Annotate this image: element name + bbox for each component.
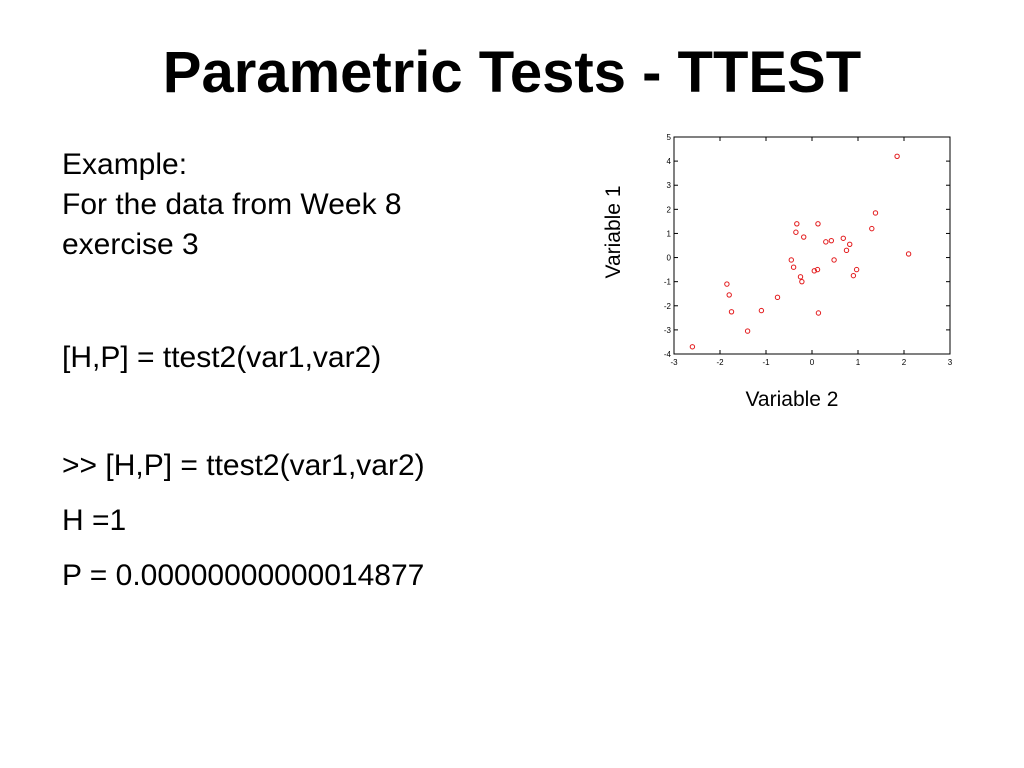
- output-h-line: H =1: [62, 504, 127, 537]
- y-tick-label: 3: [667, 181, 672, 190]
- x-tick-label: 3: [948, 358, 953, 367]
- y-tick-label: 5: [667, 133, 672, 142]
- data-point: [726, 292, 732, 298]
- data-point: [794, 221, 800, 227]
- data-point: [774, 294, 781, 301]
- x-tick-label: -3: [670, 358, 678, 367]
- y-tick-label: 1: [667, 229, 672, 238]
- data-point: [814, 266, 821, 273]
- y-tick-label: -3: [664, 326, 672, 335]
- data-point: [823, 239, 829, 245]
- slide-title: Parametric Tests - TTEST: [162, 40, 862, 105]
- data-point: [790, 264, 797, 270]
- y-tick-label: 0: [667, 254, 672, 263]
- y-tick-label: 4: [667, 157, 672, 166]
- y-tick-label: -1: [664, 278, 672, 287]
- x-tick-label: 2: [902, 358, 907, 367]
- output-p-line: P = 0.00000000000014877: [62, 559, 425, 592]
- data-point: [850, 272, 857, 279]
- x-axis-label: Variable 2: [745, 388, 838, 411]
- data-point: [788, 257, 795, 263]
- y-tick-label: 2: [667, 205, 672, 214]
- data-point: [758, 307, 765, 314]
- data-point: [689, 344, 696, 350]
- data-point: [853, 266, 860, 273]
- intro-line: Example:: [62, 148, 188, 181]
- x-tick-label: -1: [762, 358, 770, 367]
- plot-frame: [673, 136, 951, 355]
- intro-line: For the data from Week 8: [62, 188, 402, 221]
- data-point: [847, 241, 853, 247]
- data-point: [843, 247, 850, 254]
- data-point: [828, 237, 835, 244]
- data-point: [793, 229, 799, 235]
- data-point: [744, 328, 751, 334]
- code-line: [H,P] = ttest2(var1,var2): [62, 341, 382, 374]
- data-point: [728, 309, 735, 315]
- data-point: [815, 221, 821, 227]
- y-tick-label: -2: [664, 302, 672, 311]
- data-point: [869, 225, 875, 232]
- intro-line: exercise 3: [62, 228, 199, 261]
- data-point: [894, 153, 900, 159]
- data-point: [811, 268, 818, 274]
- data-point: [724, 281, 730, 287]
- data-point: [872, 210, 879, 216]
- y-tick-label: -4: [664, 350, 672, 359]
- data-point: [801, 234, 807, 240]
- x-tick-label: 1: [856, 358, 861, 367]
- x-tick-label: 0: [810, 358, 815, 367]
- data-point: [840, 235, 846, 241]
- output-prompt-line: >> [H,P] = ttest2(var1,var2): [62, 449, 425, 482]
- x-tick-label: -2: [716, 358, 724, 367]
- y-axis-label: Variable 1: [602, 185, 625, 278]
- intro-text: Example: For the data from Week 8 exerci…: [62, 145, 402, 265]
- data-point: [799, 278, 805, 285]
- data-point: [797, 274, 804, 280]
- data-point: [831, 257, 837, 263]
- data-point: [815, 310, 822, 316]
- data-point: [905, 251, 912, 257]
